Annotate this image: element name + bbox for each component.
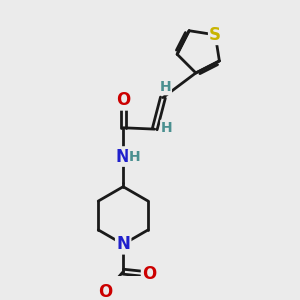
Text: O: O [98,283,112,300]
Text: O: O [142,266,156,284]
Text: H: H [159,80,171,94]
Text: H: H [129,150,140,164]
Text: N: N [116,235,130,253]
Text: N: N [116,148,130,166]
Text: O: O [116,91,130,109]
Text: S: S [209,26,221,44]
Text: H: H [161,121,173,135]
